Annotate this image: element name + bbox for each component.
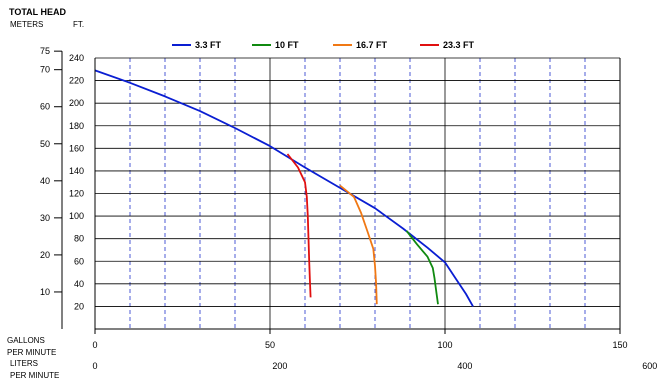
- y-unit-feet: FT.: [73, 20, 84, 29]
- y-tick-label-ft: 240: [69, 53, 84, 63]
- y-tick-label-ft: 60: [74, 256, 84, 266]
- x-tick-label-gpm: 150: [612, 340, 627, 350]
- y-tick-label-ft: 180: [69, 121, 84, 131]
- legend: 3.3 FT 10 FT 16.7 FT 23.3 FT: [172, 40, 475, 50]
- legend-label: 3.3 FT: [195, 40, 222, 50]
- y-tick-label-ft: 100: [69, 211, 84, 221]
- series-lines: [94, 69, 474, 307]
- y-tick-label-ft: 80: [74, 234, 84, 244]
- y-tick-label-ft: 140: [69, 166, 84, 176]
- series-line: [286, 153, 312, 298]
- x-label-gpm-line2: PER MINUTE: [7, 348, 56, 357]
- legend-label: 16.7 FT: [356, 40, 388, 50]
- chart-title: TOTAL HEAD: [9, 7, 67, 17]
- y-tick-label-m: 40: [40, 176, 50, 186]
- series-line: [339, 184, 378, 305]
- y-tick-label-ft: 160: [69, 143, 84, 153]
- legend-label: 10 FT: [275, 40, 299, 50]
- y-tick-label-ft: 20: [74, 301, 84, 311]
- y-tick-label-ft: 40: [74, 279, 84, 289]
- y-tick-label-m: 20: [40, 250, 50, 260]
- x-tick-label-lpm: 200: [272, 361, 287, 371]
- x-label-lpm-line1: LITERS: [10, 359, 38, 368]
- x-tick-label-gpm: 50: [265, 340, 275, 350]
- tick-labels: 20 40 60 80 100 120 140 160 180 200 220 240 10 20 30 40…: [40, 46, 657, 371]
- axes: [61, 51, 621, 330]
- y-tick-label-m: 75: [40, 46, 50, 56]
- x-tick-label-gpm: 0: [92, 340, 97, 350]
- y-tick-label-ft: 220: [69, 76, 84, 86]
- x-tick-label-lpm: 600: [642, 361, 657, 371]
- y-unit-meters: METERS: [10, 20, 43, 29]
- x-tick-label-gpm: 100: [437, 340, 452, 350]
- y-tick-label-m: 10: [40, 287, 50, 297]
- x-tick-label-lpm: 400: [457, 361, 472, 371]
- y-tick-label-m: 60: [40, 102, 50, 112]
- series-line: [94, 69, 474, 307]
- x-label-gpm-line1: GALLONS: [7, 336, 45, 345]
- x-label-lpm-line2: PER MINUTE: [10, 371, 59, 380]
- x-tick-label-lpm: 0: [92, 361, 97, 371]
- y-tick-label-m: 30: [40, 213, 50, 223]
- y-tick-label-ft: 120: [69, 189, 84, 199]
- legend-label: 23.3 FT: [443, 40, 475, 50]
- grid-lines: [95, 57, 620, 329]
- y-tick-label-m: 70: [40, 65, 50, 75]
- series-line: [405, 230, 439, 305]
- y-tick-label-ft: 200: [69, 98, 84, 108]
- y-tick-label-m: 50: [40, 139, 50, 149]
